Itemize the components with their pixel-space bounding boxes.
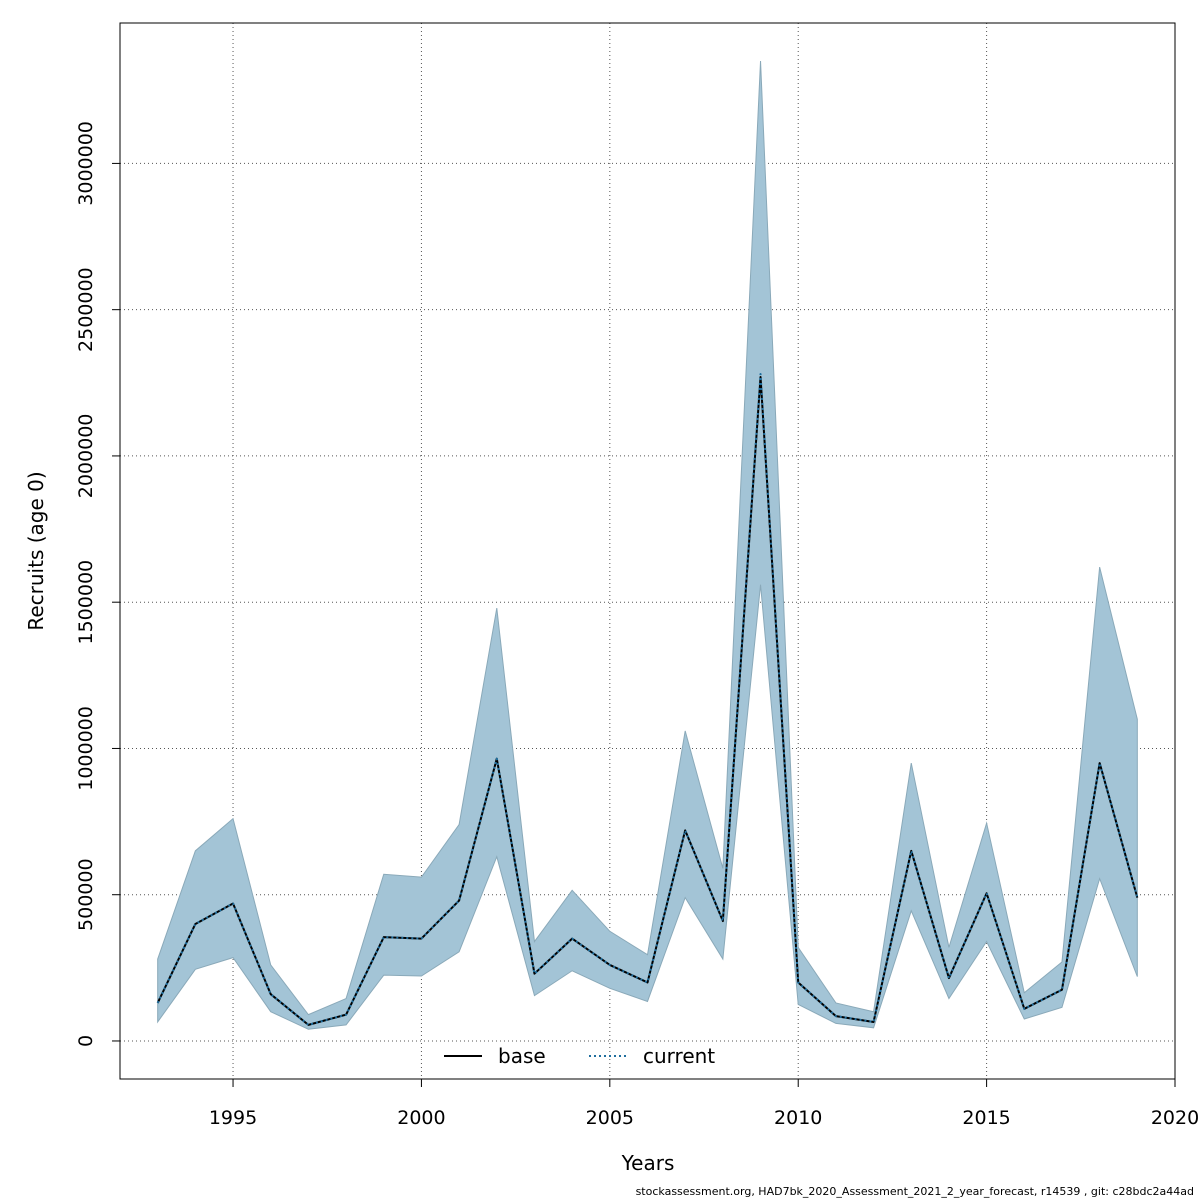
confidence-band-area [157, 61, 1138, 1030]
legend-label-current: current [643, 1044, 715, 1068]
y-axis: 0 500000 1000000 1500000 2000000 2500000 30000… [75, 121, 121, 1047]
y-tick-label-4: 2000000 [75, 414, 97, 499]
grid-lines [120, 23, 1176, 1079]
y-axis-title: Recruits (age 0) [24, 471, 48, 630]
x-tick-label-1: 2000 [397, 1107, 445, 1129]
y-tick-label-3: 1500000 [75, 560, 97, 645]
y-tick-label-0: 0 [75, 1035, 97, 1047]
plot-frame [119, 22, 1176, 1080]
y-tick-label-6: 3000000 [75, 121, 97, 206]
x-tick-label-3: 2010 [774, 1107, 822, 1129]
series-lines [156, 373, 1139, 1026]
confidence-band [157, 61, 1138, 1030]
y-tick-label-5: 2500000 [75, 267, 97, 352]
x-axis-title: Years [621, 1151, 675, 1175]
x-axis: 1995 2000 2005 2010 2015 2020 [209, 1078, 1199, 1129]
y-tick-label-1: 500000 [75, 858, 97, 931]
x-tick-label-5: 2020 [1151, 1107, 1199, 1129]
footer-credit: stockassessment.org, HAD7bk_2020_Assessm… [635, 1185, 1194, 1198]
x-tick-label-2: 2005 [586, 1107, 634, 1129]
x-tick-label-4: 2015 [962, 1107, 1010, 1129]
legend-label-base: base [498, 1044, 546, 1068]
y-tick-label-2: 1000000 [75, 706, 97, 791]
series-line-current [156, 373, 1139, 1026]
legend: base current [444, 1044, 715, 1068]
x-tick-label-0: 1995 [209, 1107, 257, 1129]
